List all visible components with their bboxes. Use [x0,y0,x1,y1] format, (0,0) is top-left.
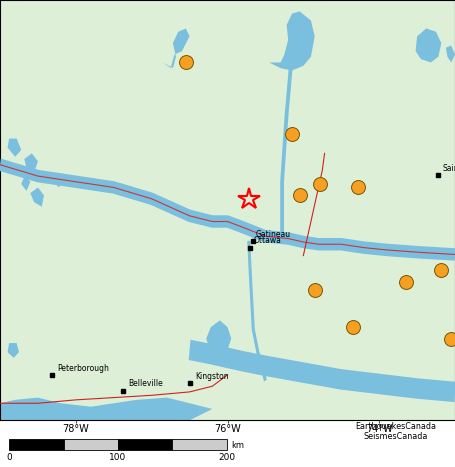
Text: Saint-J: Saint-J [443,163,455,173]
Text: km: km [231,440,244,450]
Point [402,278,410,285]
Polygon shape [30,187,44,207]
Bar [118,439,172,450]
Text: 200: 200 [218,453,235,462]
Bar [64,439,118,450]
Point [448,335,455,342]
Polygon shape [0,159,455,261]
Polygon shape [0,397,212,420]
Text: Gatineau: Gatineau [256,230,291,239]
Point [438,267,445,274]
Polygon shape [280,51,294,236]
Polygon shape [446,45,455,63]
Point [182,59,189,66]
Point [349,324,356,331]
Point [296,191,303,199]
Polygon shape [290,25,299,43]
Text: Ottawa: Ottawa [253,236,281,245]
Polygon shape [206,320,231,354]
Text: 0: 0 [6,453,12,462]
Polygon shape [269,11,315,71]
Text: Belleville: Belleville [128,380,163,389]
Bar [172,439,227,450]
Polygon shape [21,175,30,191]
Point [354,184,362,191]
Polygon shape [8,139,21,157]
Polygon shape [189,340,455,402]
Point [288,130,296,138]
Polygon shape [53,173,62,187]
Polygon shape [24,153,38,173]
Text: Kingston: Kingston [195,372,228,381]
Polygon shape [8,343,19,358]
Text: 100: 100 [109,453,126,462]
Polygon shape [247,241,267,382]
Text: Peterborough: Peterborough [58,364,110,373]
Polygon shape [415,28,441,63]
Point [316,180,324,188]
Bar [9,439,64,450]
Text: EarthquakesCanada
SeismesCanada: EarthquakesCanada SeismesCanada [355,422,436,441]
Point [311,286,318,293]
Polygon shape [163,28,190,68]
